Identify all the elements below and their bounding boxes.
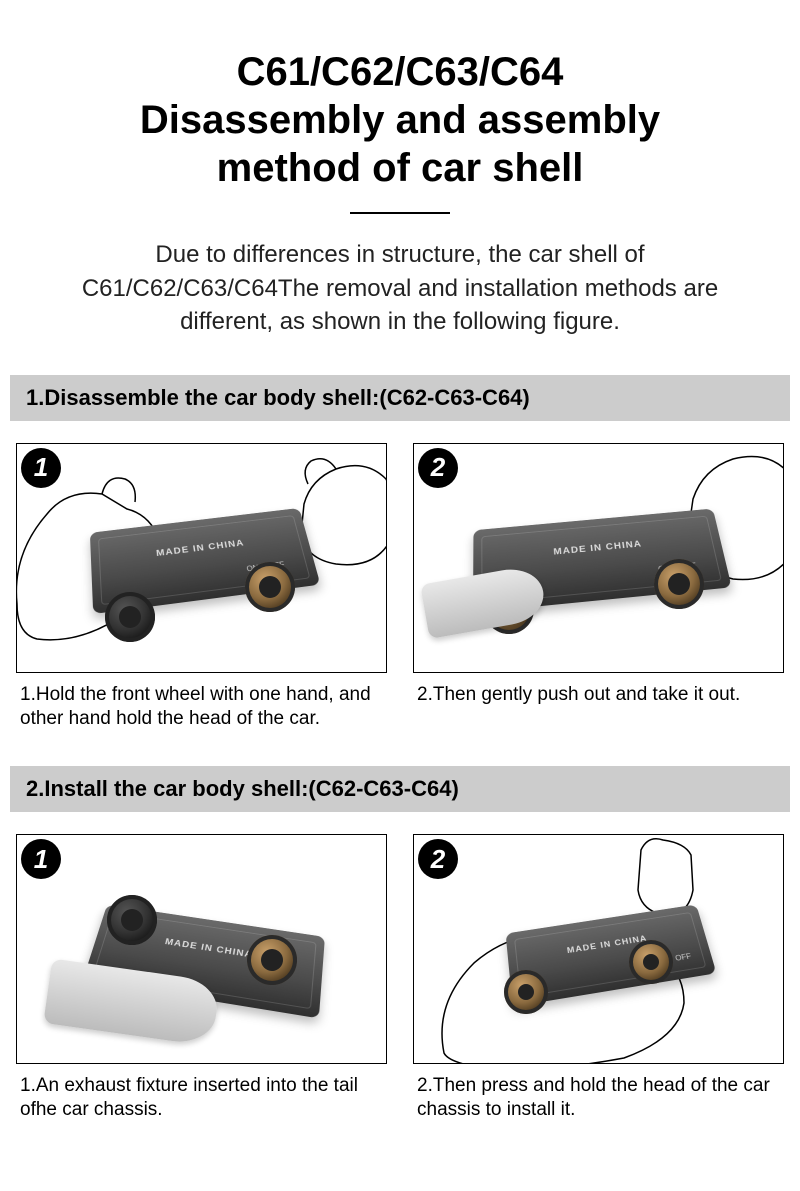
section-2-header: 2.Install the car body shell:(C62-C63-C6… <box>10 766 790 812</box>
section-1-header: 1.Disassemble the car body shell:(C62-C6… <box>10 375 790 421</box>
chassis-label: MADE IN CHINA <box>155 538 244 558</box>
car-illustration: MADE IN CHINA ON OFF <box>414 835 783 1063</box>
title-line-2: Disassembly and assembly <box>140 98 660 142</box>
step-1-2-caption: 2.Then gently push out and take it out. <box>413 673 784 707</box>
step-2-2-caption: 2.Then press and hold the head of the ca… <box>413 1064 784 1122</box>
page-title: C61/C62/C63/C64 Disassembly and assembly… <box>40 48 760 192</box>
section-2-steps: 1 MADE IN CHINA 1.An exhaust fixture ins… <box>0 812 800 1122</box>
step-2-2-figure: 2 MADE IN CHINA ON OFF <box>413 834 784 1064</box>
chassis-label: MADE IN CHINA <box>553 539 642 557</box>
wheel-icon <box>245 562 295 612</box>
step-2-1-caption: 1.An exhaust fixture inserted into the t… <box>16 1064 387 1122</box>
car-illustration: MADE IN CHINA ON OFF <box>414 444 783 672</box>
step-number-badge: 2 <box>418 448 458 488</box>
step-2-1: 1 MADE IN CHINA 1.An exhaust fixture ins… <box>16 834 387 1122</box>
wheel-icon <box>105 592 155 642</box>
title-line-3: method of car shell <box>217 146 584 190</box>
step-1-1-caption: 1.Hold the front wheel with one hand, an… <box>16 673 387 731</box>
chassis-label: MADE IN CHINA <box>163 938 252 961</box>
step-2-2: 2 MADE IN CHINA ON OFF 2.Th <box>413 834 784 1122</box>
car-shell-front-icon <box>420 564 548 639</box>
step-number-badge: 2 <box>418 839 458 879</box>
step-1-1: 1 MADE IN CHINA ON OFF <box>16 443 387 731</box>
section-1-steps: 1 MADE IN CHINA ON OFF <box>0 421 800 731</box>
intro-paragraph: Due to differences in structure, the car… <box>40 238 760 339</box>
step-1-2-figure: 2 MADE IN CHINA ON OFF <box>413 443 784 673</box>
car-illustration: MADE IN CHINA <box>17 835 386 1063</box>
wheel-icon <box>504 970 548 1014</box>
car-illustration: MADE IN CHINA ON OFF <box>17 444 386 672</box>
step-1-2: 2 MADE IN CHINA ON OFF 2.Then gently pus… <box>413 443 784 731</box>
step-number-badge: 1 <box>21 448 61 488</box>
wheel-icon <box>629 940 673 984</box>
step-number-badge: 1 <box>21 839 61 879</box>
wheel-icon <box>247 935 297 985</box>
step-2-1-figure: 1 MADE IN CHINA <box>16 834 387 1064</box>
step-1-1-figure: 1 MADE IN CHINA ON OFF <box>16 443 387 673</box>
wheel-icon <box>107 895 157 945</box>
title-divider <box>350 212 450 214</box>
title-line-1: C61/C62/C63/C64 <box>237 50 564 94</box>
wheel-icon <box>654 559 704 609</box>
